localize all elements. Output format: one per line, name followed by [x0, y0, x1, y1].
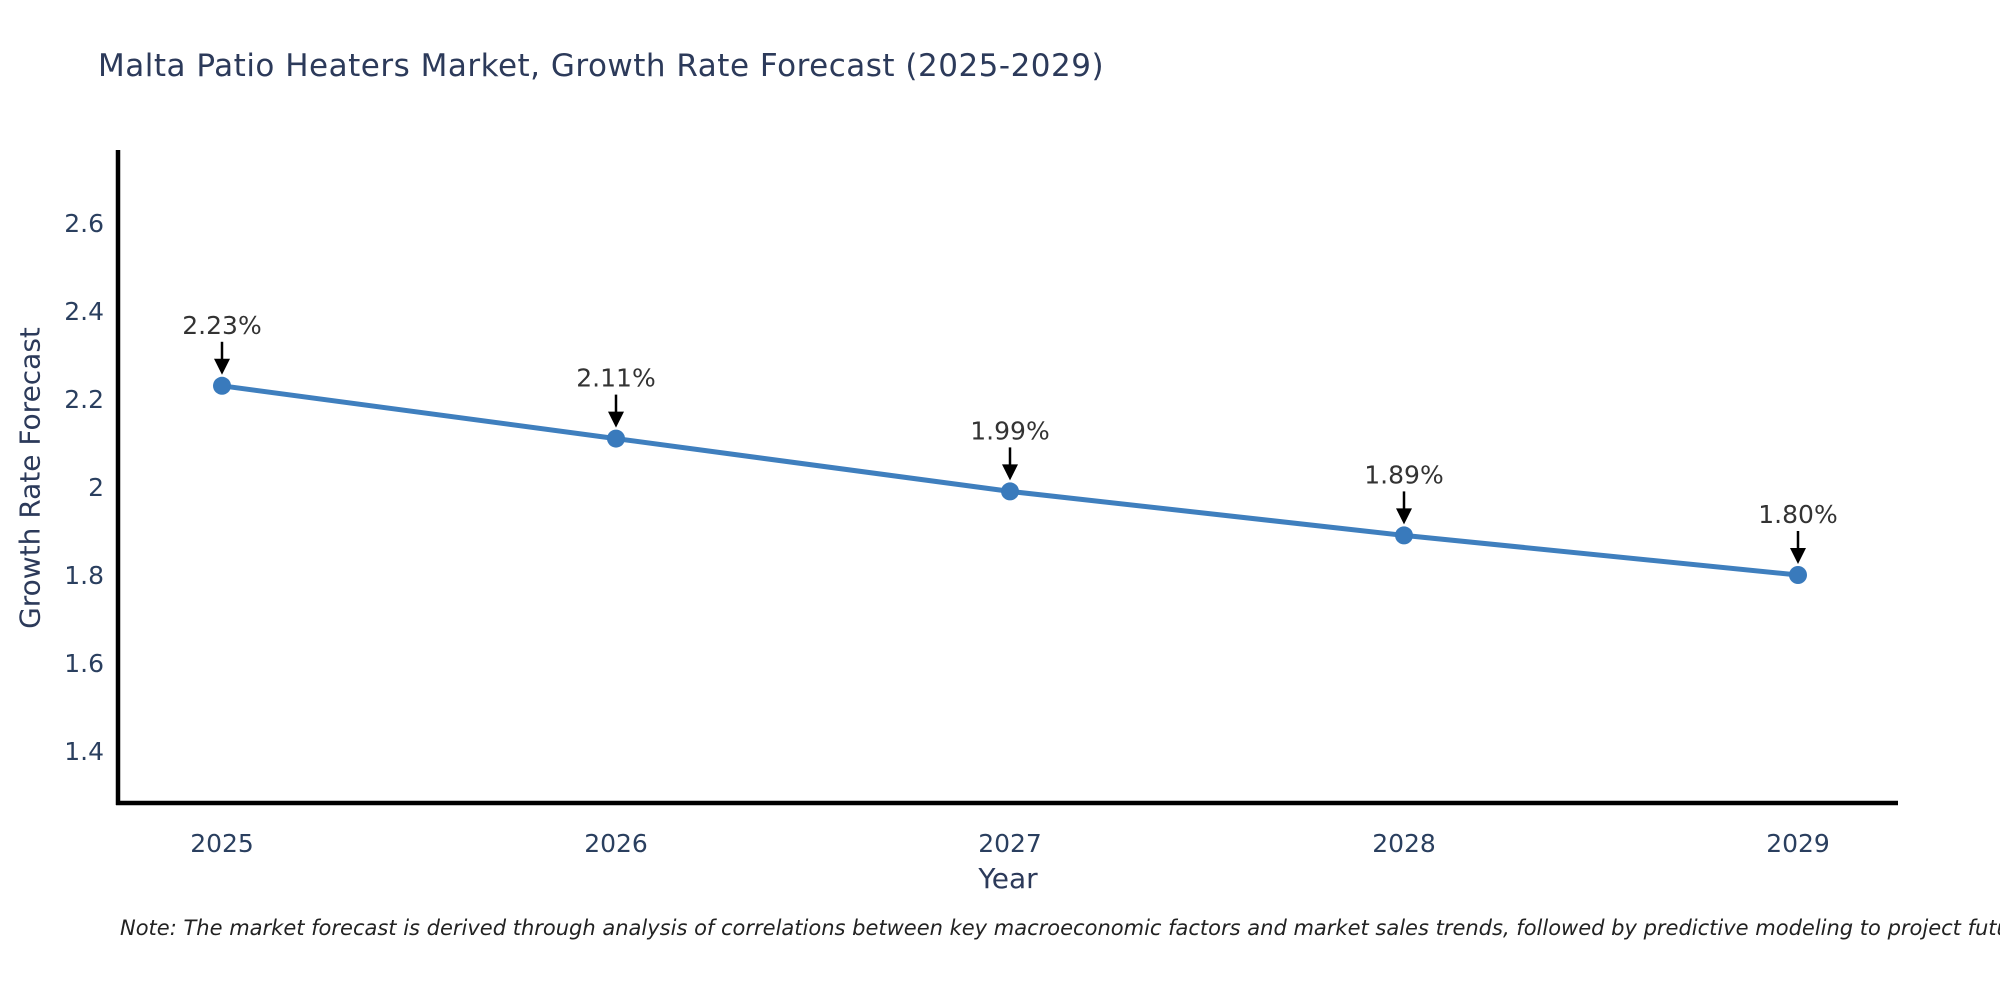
chart-title: Malta Patio Heaters Market, Growth Rate … [98, 48, 1105, 84]
x-axis-title: Year [978, 862, 1038, 895]
y-tick-label: 1.8 [64, 561, 104, 590]
annotation-label: 1.80% [1758, 500, 1837, 529]
data-point-marker [1001, 482, 1019, 501]
y-tick-label: 2.4 [64, 297, 104, 326]
y-tick-label: 1.4 [64, 737, 104, 766]
annotation-label: 1.99% [970, 416, 1049, 445]
x-tick-label: 2028 [1372, 829, 1436, 858]
data-point-marker [213, 376, 231, 395]
data-point-marker [607, 429, 625, 448]
x-tick-label: 2025 [190, 829, 254, 858]
data-point-marker [1789, 566, 1807, 584]
annotation-label: 2.11% [576, 364, 655, 393]
annotation-arrowhead-icon [214, 358, 230, 375]
y-tick-label: 2.2 [64, 385, 104, 414]
y-tick-label: 2 [88, 473, 104, 502]
data-point-marker [1395, 526, 1413, 545]
annotation-arrowhead-icon [1002, 464, 1018, 481]
y-tick-label: 2.6 [64, 209, 104, 238]
x-tick-label: 2026 [584, 829, 648, 858]
annotation-label: 1.89% [1364, 460, 1443, 489]
y-tick-label: 1.6 [64, 649, 104, 678]
annotation-arrowhead-icon [608, 411, 624, 428]
footnote: Note: The market forecast is derived thr… [120, 916, 2000, 940]
y-axis-title: Growth Rate Forecast [13, 327, 47, 629]
x-tick-label: 2029 [1766, 829, 1830, 858]
x-tick-label: 2027 [978, 829, 1042, 858]
annotation-arrowhead-icon [1396, 508, 1412, 525]
annotation-arrowhead-icon [1790, 548, 1806, 564]
annotation-label: 2.23% [182, 311, 261, 340]
